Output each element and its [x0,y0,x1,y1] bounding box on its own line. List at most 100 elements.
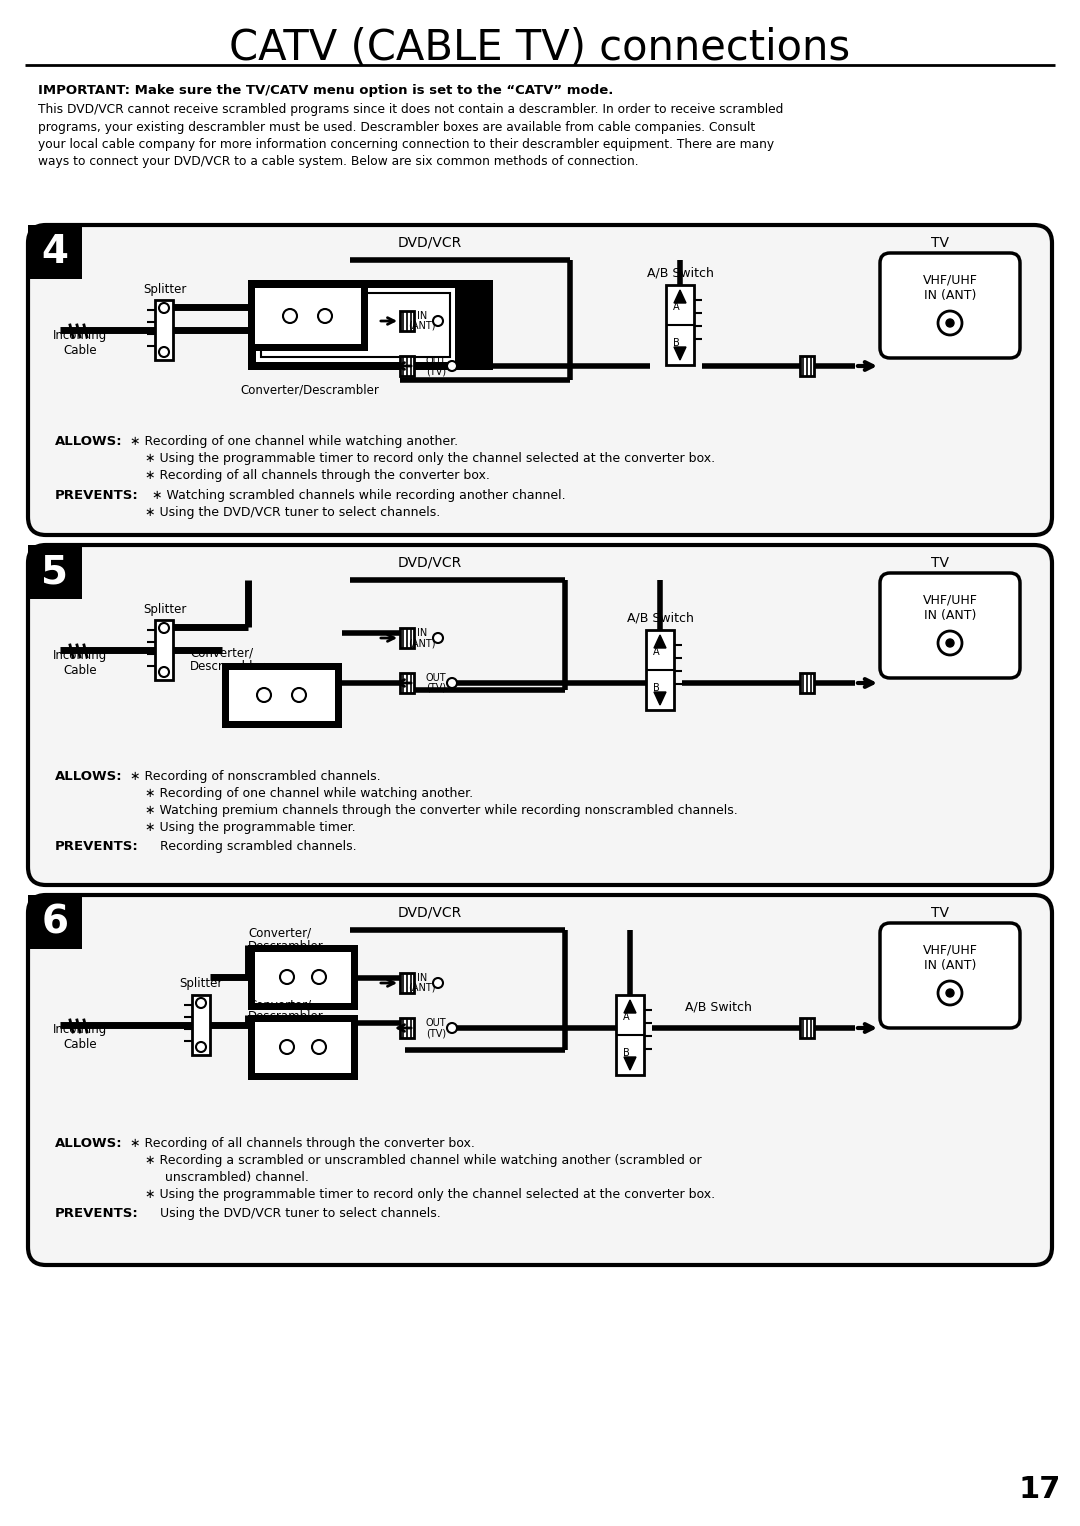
Circle shape [159,623,168,633]
Circle shape [312,1041,326,1054]
Text: Splitter: Splitter [179,978,222,990]
Text: IN: IN [417,974,427,983]
Circle shape [433,978,443,987]
Circle shape [283,308,297,324]
Circle shape [939,630,962,655]
Text: ∗ Recording a scrambled or unscrambled channel while watching another (scrambled: ∗ Recording a scrambled or unscrambled c… [145,1154,702,1167]
Circle shape [280,1041,294,1054]
Text: Incoming
Cable: Incoming Cable [53,1022,107,1051]
Text: (TV): (TV) [426,684,446,693]
Text: A: A [623,1012,630,1022]
Bar [400,673,414,693]
Text: VHF/UHF
IN (ANT): VHF/UHF IN (ANT) [922,943,977,972]
Bar [800,1018,814,1038]
Text: DVD/VCR: DVD/VCR [397,555,462,571]
Text: B: B [623,1048,630,1058]
Circle shape [159,667,168,678]
Text: OUT: OUT [426,356,446,366]
Circle shape [939,981,962,1006]
Circle shape [447,678,457,688]
Circle shape [312,971,326,984]
FancyBboxPatch shape [28,896,1052,1265]
Text: ALLOWS:: ALLOWS: [55,435,123,449]
Bar [400,629,414,649]
Polygon shape [624,1058,636,1070]
Bar [800,673,814,693]
Text: ALLOWS:: ALLOWS: [55,1137,123,1151]
Text: unscrambled) channel.: unscrambled) channel. [145,1170,309,1184]
Text: ∗ Recording of all channels through the converter box.: ∗ Recording of all channels through the … [145,468,490,482]
Circle shape [318,308,332,324]
Polygon shape [624,1000,636,1013]
Circle shape [280,971,294,984]
Bar [255,1022,351,1073]
Text: A/B Switch: A/B Switch [626,612,693,624]
Text: (TV): (TV) [426,1029,446,1038]
Text: 5: 5 [41,552,68,591]
Bar [400,356,414,375]
Text: This DVD/VCR cannot receive scrambled programs since it does not contain a descr: This DVD/VCR cannot receive scrambled pr… [38,102,783,168]
Bar [156,620,173,681]
Text: Converter/Descrambler: Converter/Descrambler [241,383,379,397]
Text: A: A [652,647,659,658]
Circle shape [447,1022,457,1033]
Text: VHF/UHF
IN (ANT): VHF/UHF IN (ANT) [922,594,977,623]
Text: ∗ Watching premium channels through the converter while recording nonscrambled c: ∗ Watching premium channels through the … [145,804,738,816]
Text: (ANT): (ANT) [408,638,435,649]
Text: DVD/VCR: DVD/VCR [397,906,462,920]
Circle shape [939,311,962,336]
Bar [646,630,674,710]
Text: Incoming
Cable: Incoming Cable [53,328,107,357]
Bar [248,279,492,369]
Text: 17: 17 [1018,1476,1062,1505]
Text: ∗ Using the programmable timer.: ∗ Using the programmable timer. [145,821,355,835]
Text: ∗ Using the DVD/VCR tuner to select channels.: ∗ Using the DVD/VCR tuner to select chan… [145,507,441,519]
Circle shape [433,316,443,327]
Text: Splitter: Splitter [144,603,187,615]
Circle shape [433,633,443,642]
Bar [616,995,644,1074]
Text: PREVENTS:: PREVENTS: [55,488,138,502]
Text: CATV (CABLE TV) connections: CATV (CABLE TV) connections [229,27,851,69]
Bar [248,1015,357,1080]
Text: ∗ Watching scrambled channels while recording another channel.: ∗ Watching scrambled channels while reco… [152,488,566,502]
Text: Descrambler: Descrambler [190,659,266,673]
Bar [229,670,335,720]
Circle shape [946,989,954,996]
Bar [192,995,210,1054]
Bar [255,288,361,343]
Text: Recording scrambled channels.: Recording scrambled channels. [152,839,356,853]
Text: OUT: OUT [426,673,446,684]
Circle shape [195,998,206,1009]
Text: Splitter: Splitter [144,284,187,296]
Text: TV: TV [931,237,949,250]
Text: ∗ Recording of one channel while watching another.: ∗ Recording of one channel while watchin… [145,787,473,800]
Text: ∗ Using the programmable timer to record only the channel selected at the conver: ∗ Using the programmable timer to record… [145,1189,715,1201]
Bar [800,356,814,375]
Bar [28,896,82,949]
Bar [28,224,82,279]
Polygon shape [654,635,666,649]
Text: Descrambler: Descrambler [248,1010,324,1024]
Text: ALLOWS:: ALLOWS: [55,771,123,783]
Text: OUT: OUT [426,1018,446,1029]
Circle shape [159,304,168,313]
Polygon shape [654,691,666,705]
Circle shape [159,346,168,357]
Text: PREVENTS:: PREVENTS: [55,1207,138,1219]
FancyBboxPatch shape [880,253,1020,359]
FancyBboxPatch shape [880,923,1020,1029]
Text: (TV): (TV) [426,366,446,375]
Text: Converter/: Converter/ [248,998,311,1012]
Polygon shape [674,346,686,360]
Bar [255,952,351,1003]
Text: Converter/: Converter/ [248,926,311,940]
Text: ∗ Recording of all channels through the converter box.: ∗ Recording of all channels through the … [130,1137,475,1151]
Text: DVD/VCR: DVD/VCR [397,237,462,250]
Bar [256,288,455,362]
Text: A/B Switch: A/B Switch [647,267,714,279]
Circle shape [447,362,457,371]
Text: ∗ Using the programmable timer to record only the channel selected at the conver: ∗ Using the programmable timer to record… [145,452,715,465]
Text: A: A [673,302,679,311]
Text: 4: 4 [41,233,68,272]
